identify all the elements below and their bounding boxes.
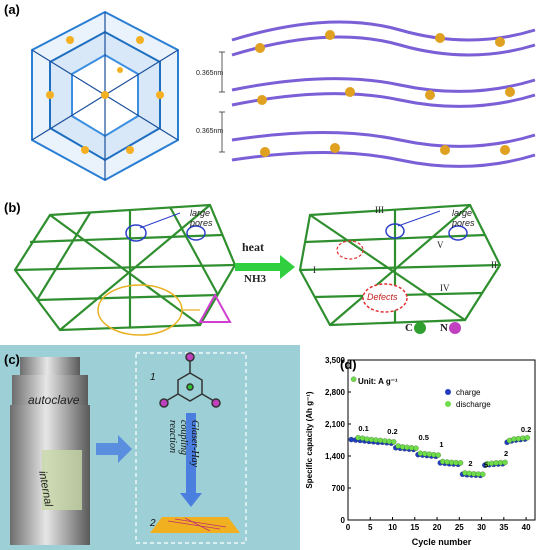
panel-c-illustration xyxy=(10,352,247,545)
roman-4: IV xyxy=(440,283,450,293)
legend-marker-discharge xyxy=(445,401,451,407)
legend-label-discharge: discharge xyxy=(456,400,491,409)
x-axis-label: Cycle number xyxy=(412,537,472,547)
discharge-point xyxy=(502,459,508,466)
defects-label: Defects xyxy=(367,292,398,302)
y-tick-label: 2,800 xyxy=(325,388,346,397)
x-tick-label: 35 xyxy=(499,523,508,532)
legend-c: C xyxy=(405,322,413,334)
rate-label: 0.2 xyxy=(521,425,531,434)
y-tick-label: 700 xyxy=(332,484,346,493)
discharge-point xyxy=(435,452,441,458)
legend-n: N xyxy=(440,322,448,334)
plot-frame xyxy=(347,359,536,521)
y-tick-label: 0 xyxy=(341,516,346,525)
discharge-point xyxy=(350,376,357,382)
step-2: 2 xyxy=(150,518,156,529)
panel-c-label: (c) xyxy=(4,352,20,367)
layer-spacing-2: 0.365nm xyxy=(196,128,224,135)
rate-label: 2 xyxy=(468,459,472,468)
discharge-point xyxy=(524,435,530,441)
rate-label: 0.1 xyxy=(358,424,368,433)
roman-1: I xyxy=(313,265,316,275)
x-tick-label: 0 xyxy=(346,523,351,532)
carbon-atom-icon xyxy=(414,322,426,334)
panel-b-label: (b) xyxy=(4,200,21,215)
x-tick-label: 10 xyxy=(388,523,397,532)
roman-5: V xyxy=(437,240,444,250)
rate-label: 5 xyxy=(484,460,488,469)
discharge-point xyxy=(391,439,397,445)
large-pores-right: large pores xyxy=(452,208,475,228)
legend-marker-charge xyxy=(445,389,451,395)
rate-label: 0.5 xyxy=(418,433,428,442)
x-tick-label: 25 xyxy=(455,523,464,532)
reaction-label: Glaser-Hay coupling reaction xyxy=(167,420,200,540)
roman-2: II xyxy=(491,260,497,270)
unit-label: Unit: A g⁻¹ xyxy=(358,377,398,386)
nh3-label: NH3 xyxy=(244,273,266,285)
rate-label: 0.2 xyxy=(387,427,397,436)
monomer-molecule-icon xyxy=(159,352,221,408)
layered-sheets xyxy=(231,20,536,168)
autoclave-label: autoclave xyxy=(28,393,80,407)
rate-label: 2 xyxy=(504,449,508,458)
graphdiyne-lattice-right xyxy=(298,203,502,327)
step-1: 1 xyxy=(150,372,156,383)
y-tick-label: 2,100 xyxy=(325,420,346,429)
discharge-point xyxy=(395,443,401,449)
y-axis-label: Specific capacity (Ah g⁻¹) xyxy=(305,391,314,488)
y-tick-label: 3,500 xyxy=(325,356,346,365)
reaction-line-3: reaction xyxy=(167,420,178,453)
discharge-point xyxy=(413,445,419,451)
discharge-point xyxy=(480,471,486,477)
large-pores-left: large pores xyxy=(190,208,213,228)
reaction-line-1: Glaser-Hay xyxy=(189,420,200,468)
autoclave-icon xyxy=(10,357,90,545)
x-tick-label: 40 xyxy=(522,523,531,532)
nitrogen-atom-icon xyxy=(449,322,461,334)
layer-spacing-1: 0.365nm xyxy=(196,70,224,77)
x-tick-label: 15 xyxy=(410,523,419,532)
x-tick-label: 30 xyxy=(477,523,486,532)
legend-label-charge: charge xyxy=(456,388,481,397)
panel-b-illustration xyxy=(13,203,502,336)
roman-3: III xyxy=(375,205,384,215)
discharge-point xyxy=(457,460,464,466)
panel-a-label: (a) xyxy=(4,2,20,17)
y-tick-label: 1,400 xyxy=(325,452,346,461)
hexagonal-framework xyxy=(31,10,179,182)
heat-label: heat xyxy=(242,240,264,254)
capacity-chart: 0 5 10 15 20 25 30 35 4007001,4002,1002,8003,500… xyxy=(305,356,536,547)
rate-label: 1 xyxy=(439,440,443,449)
x-tick-label: 5 xyxy=(368,523,373,532)
reaction-line-2: coupling xyxy=(178,420,189,455)
panel-a-illustration xyxy=(31,10,536,182)
graphdiyne-lattice-left xyxy=(13,203,237,332)
discharge-point xyxy=(359,435,366,441)
x-tick-label: 20 xyxy=(433,523,442,532)
